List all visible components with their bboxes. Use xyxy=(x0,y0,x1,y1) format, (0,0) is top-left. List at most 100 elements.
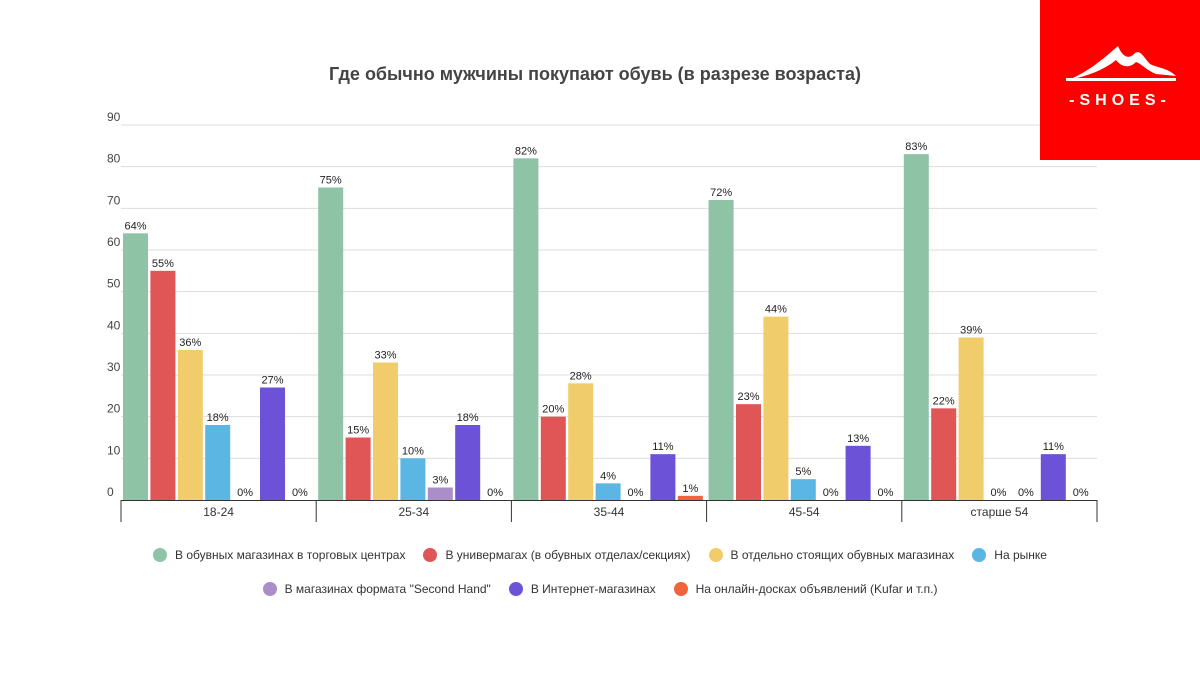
legend-swatch xyxy=(262,582,277,596)
brand-logo-box: -SHOES- xyxy=(1040,0,1200,160)
data-label: 82% xyxy=(515,145,537,157)
bar xyxy=(790,479,816,500)
data-label: 23% xyxy=(737,391,759,403)
legend-item: В универмагах (в обувных отделах/секциях… xyxy=(423,548,691,562)
x-tick-label: старше 54 xyxy=(971,505,1029,519)
y-tick-label: 50 xyxy=(107,277,121,291)
data-label: 27% xyxy=(261,375,283,387)
data-label: 55% xyxy=(152,258,174,270)
data-label: 0% xyxy=(991,487,1007,499)
data-label: 75% xyxy=(320,175,342,187)
data-label: 0% xyxy=(237,487,253,499)
data-label: 5% xyxy=(795,466,811,478)
legend-swatch xyxy=(708,548,723,562)
data-label: 0% xyxy=(878,487,894,499)
y-tick-label: 60 xyxy=(107,235,121,249)
bar xyxy=(677,495,703,500)
bar xyxy=(763,316,789,500)
bar xyxy=(931,408,957,500)
data-label: 18% xyxy=(207,412,229,424)
legend-item: В магазинах формата "Second Hand" xyxy=(262,582,491,596)
data-label: 0% xyxy=(628,487,644,499)
chart-title: Где обычно мужчины покупают обувь (в раз… xyxy=(328,64,861,84)
y-tick-label: 0 xyxy=(107,485,114,499)
data-label: 11% xyxy=(1043,441,1064,453)
legend-item: На рынке xyxy=(972,548,1047,562)
data-label: 72% xyxy=(710,187,732,199)
bar xyxy=(150,270,176,500)
bar xyxy=(736,404,761,500)
legend-label: В Интернет-магазинах xyxy=(530,582,656,596)
bar xyxy=(958,337,984,500)
bar xyxy=(845,445,871,500)
bar xyxy=(455,425,481,500)
y-tick-label: 20 xyxy=(107,402,121,416)
data-label: 18% xyxy=(457,412,479,424)
data-label: 0% xyxy=(487,487,503,499)
data-label: 15% xyxy=(347,425,369,437)
bar xyxy=(177,350,203,500)
legend-label: На рынке xyxy=(994,548,1047,562)
bar xyxy=(400,458,426,500)
legend-swatch xyxy=(673,582,688,596)
x-tick-label: 35-44 xyxy=(594,505,625,519)
y-tick-label: 40 xyxy=(107,318,121,332)
x-tick-label: 18-24 xyxy=(203,505,234,519)
data-label: 20% xyxy=(542,404,564,416)
legend-label: В универмагах (в обувных отделах/секциях… xyxy=(445,548,691,562)
data-label: 28% xyxy=(570,370,592,382)
data-label: 13% xyxy=(847,433,869,445)
data-label: 33% xyxy=(374,350,396,362)
y-tick-label: 90 xyxy=(107,110,121,124)
bar xyxy=(1040,454,1066,500)
brand-name: -SHOES- xyxy=(1069,92,1171,109)
data-label: 11% xyxy=(652,441,673,453)
bar xyxy=(568,383,594,500)
bar xyxy=(123,233,148,501)
data-label: 83% xyxy=(905,141,927,153)
legend-row: В магазинах формата "Second Hand" В Интер… xyxy=(0,582,1200,596)
bar xyxy=(513,158,539,501)
data-label: 10% xyxy=(402,445,424,457)
shoe-logo-icon xyxy=(1066,46,1176,81)
bars: 64% 55% 36% 18% 0% 27% 0% 75% 15% 33% 10% 3% 18% 0% 82… xyxy=(123,141,1089,501)
bar xyxy=(373,362,398,500)
y-tick-label: 70 xyxy=(107,193,121,207)
data-label: 3% xyxy=(432,475,448,487)
data-label: 64% xyxy=(124,220,146,232)
data-label: 0% xyxy=(292,487,308,499)
legend-item: В обувных магазинах в торговых центрах xyxy=(153,548,405,562)
x-axis: 18-24 25-34 35-44 45-54 старше 54 xyxy=(120,500,1098,522)
legend-item: В отдельно стоящих обувных магазинах xyxy=(708,548,955,562)
legend-item: В Интернет-магазинах xyxy=(508,582,656,596)
legend-label: На онлайн-досках объявлений (Kufar и т.п… xyxy=(695,582,938,596)
data-label: 39% xyxy=(960,325,982,337)
data-label: 0% xyxy=(1073,487,1089,499)
bar xyxy=(345,437,371,500)
legend-label: В отдельно стоящих обувных магазинах xyxy=(730,548,955,562)
bar xyxy=(540,416,566,500)
data-label: 4% xyxy=(600,470,616,482)
legend-row: В обувных магазинах в торговых центрах В … xyxy=(0,548,1200,562)
bar xyxy=(903,154,929,500)
y-tick-label: 30 xyxy=(107,360,121,374)
legend-item: На онлайн-досках объявлений (Kufar и т.п… xyxy=(673,582,938,596)
bar xyxy=(260,387,285,500)
data-label: 36% xyxy=(179,337,201,349)
bar xyxy=(205,425,231,500)
legend-label: В магазинах формата "Second Hand" xyxy=(284,582,491,596)
data-label: 0% xyxy=(823,487,839,499)
data-label: 44% xyxy=(765,304,787,316)
data-label: 22% xyxy=(933,395,955,407)
y-tick-label: 10 xyxy=(107,443,121,457)
legend-swatch xyxy=(153,548,168,562)
data-label: 1% xyxy=(682,483,698,495)
x-tick-label: 45-54 xyxy=(789,505,820,519)
bar xyxy=(650,454,676,500)
bar xyxy=(318,187,344,500)
x-tick-label: 25-34 xyxy=(398,505,429,519)
legend-swatch xyxy=(972,548,987,562)
legend-label: В обувных магазинах в торговых центрах xyxy=(175,548,406,562)
legend-swatch xyxy=(423,548,438,562)
